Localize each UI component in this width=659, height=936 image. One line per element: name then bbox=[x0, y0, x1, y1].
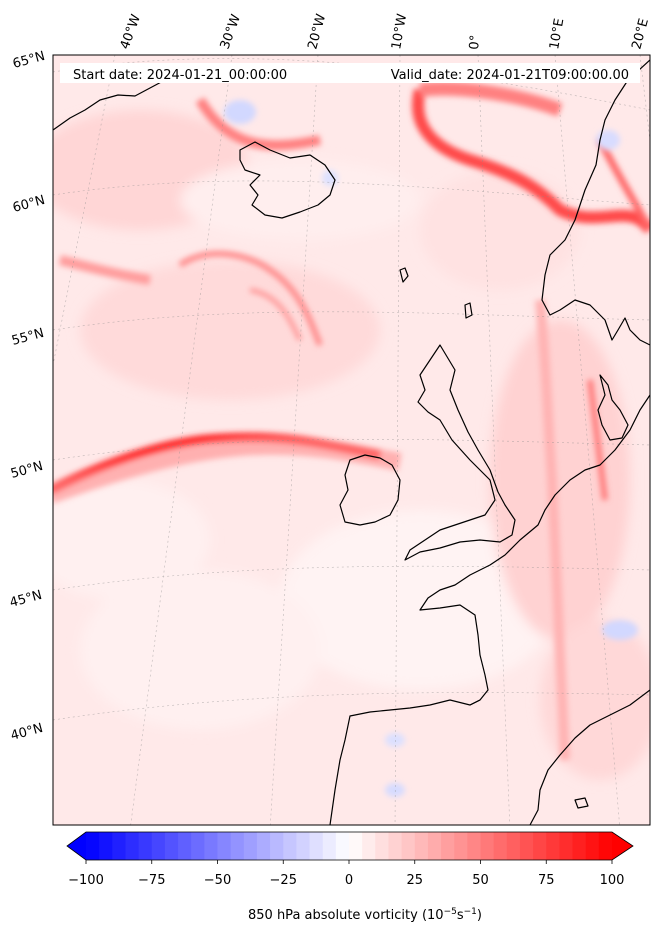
coastlines bbox=[53, 59, 650, 825]
colorbar-cell bbox=[480, 832, 495, 860]
coast-iberia-east bbox=[529, 689, 650, 825]
colorbar-tick-label: 100 bbox=[600, 873, 625, 888]
colorbar-cell bbox=[204, 832, 219, 860]
colorbar-tick-label: −50 bbox=[204, 873, 231, 888]
lat-label-65n: 65°N bbox=[11, 49, 47, 72]
colorbar-cell bbox=[454, 832, 468, 860]
colorbar-cell bbox=[125, 832, 140, 860]
coast-great-britain bbox=[404, 344, 516, 561]
coast-shetland bbox=[464, 302, 473, 319]
colorbar-cell bbox=[309, 832, 324, 860]
colorbar-tick-label: 25 bbox=[406, 873, 423, 888]
lat-label-45n: 45°N bbox=[8, 588, 44, 611]
colorbar-cell bbox=[112, 832, 127, 860]
lon-label-30w: 30°W bbox=[218, 12, 244, 51]
coast-norway bbox=[541, 59, 650, 346]
colorbar-label: 850 hPa absolute vorticity (10−5s−1) bbox=[248, 907, 482, 923]
lon-label-40w: 40°W bbox=[118, 12, 144, 51]
colorbar-cell bbox=[533, 832, 547, 860]
colorbar-cell bbox=[506, 832, 521, 860]
longitude-labels: 40°W 30°W 20°W 10°W 0° 10°E 20°E bbox=[118, 12, 652, 51]
colorbar-cell bbox=[349, 832, 363, 860]
coast-balearic bbox=[574, 797, 589, 809]
colorbar-cell bbox=[178, 832, 192, 860]
colorbar-cells bbox=[67, 832, 633, 860]
colorbar-extend-min bbox=[67, 832, 86, 860]
latitude-labels: 65°N 60°N 55°N 50°N 45°N 40°N bbox=[8, 49, 47, 744]
colorbar-cell bbox=[585, 832, 600, 860]
colorbar-cell bbox=[401, 832, 416, 860]
colorbar-cell bbox=[414, 832, 429, 860]
colorbar-cell bbox=[388, 832, 403, 860]
lon-label-10w: 10°W bbox=[389, 13, 410, 51]
colorbar-cell bbox=[164, 832, 179, 860]
colorbar-cell bbox=[559, 832, 574, 860]
lat-label-55n: 55°N bbox=[10, 326, 46, 349]
colorbar-tick-label: −75 bbox=[138, 873, 165, 888]
colorbar-cell bbox=[441, 832, 455, 860]
colorbar-cell bbox=[598, 832, 613, 860]
lon-label-20w: 20°W bbox=[305, 12, 329, 51]
colorbar-cell bbox=[572, 832, 587, 860]
lon-label-10e: 10°E bbox=[547, 17, 567, 50]
map-frame bbox=[52, 54, 651, 826]
colorbar-cell bbox=[519, 832, 534, 860]
map-panel: Start date: 2024-01-21_00:00:00 Valid_da… bbox=[52, 54, 651, 826]
colorbar-cell bbox=[493, 832, 508, 860]
vorticity-bands bbox=[53, 81, 650, 761]
colorbar-cell bbox=[467, 832, 482, 860]
colorbar-tick-label: 75 bbox=[538, 873, 555, 888]
colorbar-extend-max bbox=[612, 832, 633, 860]
coast-iberia-west bbox=[329, 699, 481, 825]
lat-label-50n: 50°N bbox=[9, 459, 45, 482]
lat-label-40n: 40°N bbox=[9, 721, 45, 744]
colorbar-cell bbox=[427, 832, 442, 860]
coast-iceland bbox=[239, 141, 336, 219]
colorbar-tick-label: −25 bbox=[270, 873, 297, 888]
lat-label-60n: 60°N bbox=[11, 193, 47, 216]
colorbar-cell bbox=[256, 832, 271, 860]
colorbar-cell bbox=[270, 832, 284, 860]
colorbar-cell bbox=[362, 832, 376, 860]
colorbar-cell bbox=[138, 832, 153, 860]
colorbar-ticks: −100 −75 −50 −25 0 25 50 75 100 bbox=[68, 860, 624, 888]
colorbar-cell bbox=[86, 832, 100, 860]
colorbar-cell bbox=[296, 832, 311, 860]
colorbar-cell bbox=[546, 832, 560, 860]
colorbar-cell bbox=[335, 832, 350, 860]
coast-faroe bbox=[399, 267, 409, 283]
coast-ireland bbox=[339, 454, 401, 526]
graticule bbox=[53, 55, 650, 825]
start-date-label: Start date: 2024-01-21_00:00:00 bbox=[73, 68, 287, 83]
colorbar-tick-label: −100 bbox=[68, 873, 104, 888]
colorbar-cell bbox=[243, 832, 258, 860]
colorbar-cell bbox=[191, 832, 205, 860]
colorbar-tick-label: 50 bbox=[472, 873, 489, 888]
colorbar-cell bbox=[99, 832, 113, 860]
lon-label-0: 0° bbox=[467, 34, 483, 50]
valid-date-label: Valid_date: 2024-01-21T09:00:00.00 bbox=[391, 68, 629, 83]
coast-continent-north bbox=[419, 394, 650, 706]
header-box bbox=[60, 63, 640, 83]
colorbar-tick-label: 0 bbox=[345, 873, 353, 888]
colorbar: −100 −75 −50 −25 0 25 50 75 100 850 hPa absolute… bbox=[66, 831, 634, 923]
colorbar-cell bbox=[151, 832, 166, 860]
colorbar-cell bbox=[322, 832, 337, 860]
colorbar-cell bbox=[217, 832, 232, 860]
colorbar-cell bbox=[375, 832, 390, 860]
coast-denmark bbox=[597, 374, 629, 441]
colorbar-cell bbox=[283, 832, 297, 860]
vorticity-field bbox=[53, 55, 650, 825]
lon-label-20e: 20°E bbox=[629, 17, 652, 51]
colorbar-cell bbox=[230, 832, 245, 860]
